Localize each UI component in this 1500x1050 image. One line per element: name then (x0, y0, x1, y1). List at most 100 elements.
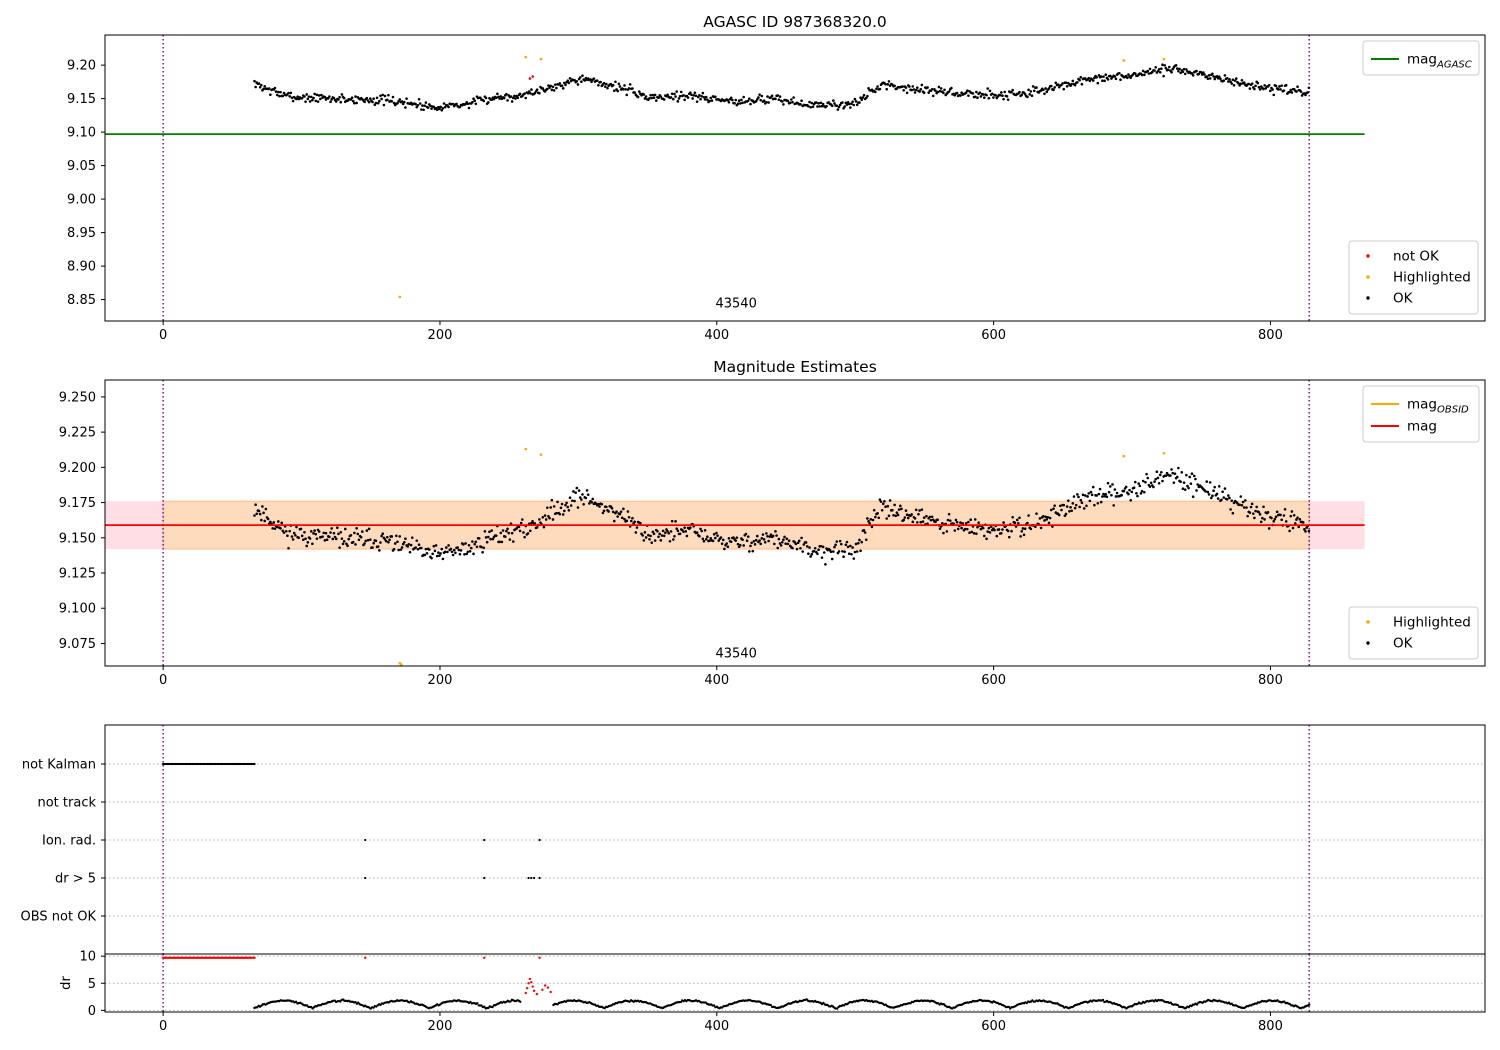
series-ok-point (711, 539, 715, 543)
series-ok-point (878, 87, 882, 91)
series-ok-point (656, 529, 659, 533)
dr-series-dr-capped-points (161, 956, 256, 959)
dr-series-dr-point (1176, 1003, 1179, 1007)
series-ok-point (547, 514, 550, 518)
series-ok-point (650, 541, 654, 544)
series-ok-point (561, 513, 565, 516)
series-ok-point (582, 503, 585, 506)
series-ok-point (581, 493, 584, 496)
series-ok-point (363, 100, 366, 104)
series-ok-point (938, 527, 942, 530)
series-ok-point (978, 91, 982, 94)
series-ok-point (324, 531, 328, 535)
series-ok-point (580, 498, 583, 501)
series-ok-point (971, 92, 975, 95)
series-ok-point (1002, 97, 1005, 101)
panel-dr: 0 200 400 600 800 0 5 10 dr (59, 950, 1486, 1034)
x-tick-label: 0 (159, 328, 167, 343)
series-ok-point (927, 91, 930, 94)
series-ok-point (551, 85, 555, 89)
series-ok-point (901, 85, 904, 88)
series-ok-point (1093, 503, 1096, 507)
series-ok-point (300, 534, 304, 538)
series-ok-point (742, 95, 745, 99)
series-ok-point (1187, 486, 1190, 490)
series-ok-point (710, 99, 714, 102)
series-ok-point (1288, 529, 1291, 533)
x-tick-label: 400 (704, 328, 729, 343)
series-ok-point (967, 94, 970, 97)
series-ok-point (439, 552, 442, 555)
series-ok-point (499, 95, 503, 98)
series-ok-point (995, 534, 999, 538)
series-ok-point (695, 531, 699, 534)
series-ok-point (1022, 533, 1026, 537)
series-ok-point (1010, 529, 1013, 533)
series-ok-point (396, 102, 399, 105)
series-ok-point (1146, 476, 1150, 480)
series-ok-point (603, 85, 607, 88)
series-ok-point (1047, 87, 1051, 90)
series-ok-point (338, 95, 341, 99)
series-ok-point (1129, 498, 1133, 502)
series-ok-point (666, 529, 669, 533)
series-ok-point (1082, 507, 1086, 510)
series-ok-point (810, 101, 814, 105)
series-ok-point (420, 108, 423, 111)
series-ok-point (653, 93, 657, 97)
series-ok-point (1213, 77, 1216, 81)
series-ok-point (288, 529, 291, 533)
series-ok-point (602, 81, 606, 85)
series-ok-point (942, 91, 945, 95)
series-ok-point (759, 542, 762, 546)
legend-line-label: mag (1407, 419, 1437, 435)
series-ok-point (1182, 67, 1186, 71)
series-ok-point (1208, 77, 1212, 80)
series-ok-point (1253, 516, 1256, 520)
series-ok-point (624, 87, 627, 91)
series-ok-point (745, 539, 749, 542)
series-ok-point (825, 104, 828, 108)
series-ok-point (546, 87, 549, 91)
series-ok-point (961, 522, 965, 525)
series-ok-point (322, 531, 326, 535)
dr-series-dr-high-point (531, 985, 534, 988)
series-ok-point (572, 490, 575, 493)
series-ok-point (576, 83, 580, 86)
series-ok-point (690, 93, 693, 97)
series-ok-point (1069, 506, 1072, 509)
series-ok-point (441, 106, 445, 110)
series-ok-point (290, 96, 294, 100)
series-ok-point (641, 534, 644, 537)
series-ok-point (1211, 494, 1214, 498)
series-ok-point (699, 97, 702, 101)
series-ok-point (682, 94, 685, 97)
series-ok-point (399, 548, 403, 551)
series-ok-point (406, 545, 410, 548)
series-ok-point (955, 520, 959, 524)
series-ok-point (321, 535, 324, 538)
series-ok-point (1242, 81, 1246, 84)
series-ok-point (1143, 73, 1146, 77)
series-ok-point (650, 96, 654, 100)
series-ok-point (316, 100, 320, 103)
series-ok-point (891, 508, 894, 512)
series-ok-point (654, 99, 658, 102)
series-ok-point (1249, 505, 1253, 509)
series-ok-point (1284, 520, 1288, 523)
series-ok-point (1307, 86, 1311, 90)
series-ok-point (702, 95, 706, 99)
flag-label: not Kalman (22, 758, 96, 773)
series-ok-point (854, 542, 858, 546)
series-ok-point (1205, 75, 1209, 78)
series-ok-point (704, 95, 708, 99)
series-ok-point (368, 538, 372, 541)
series-ok-point (570, 499, 574, 502)
series-ok-point (851, 546, 854, 549)
series-ok-point (1296, 85, 1299, 88)
series-ok-point (778, 95, 782, 98)
series-ok-point (1195, 489, 1198, 492)
series-ok-point (569, 504, 573, 507)
series-ok-point (1145, 472, 1148, 476)
series-ok-point (967, 520, 970, 524)
